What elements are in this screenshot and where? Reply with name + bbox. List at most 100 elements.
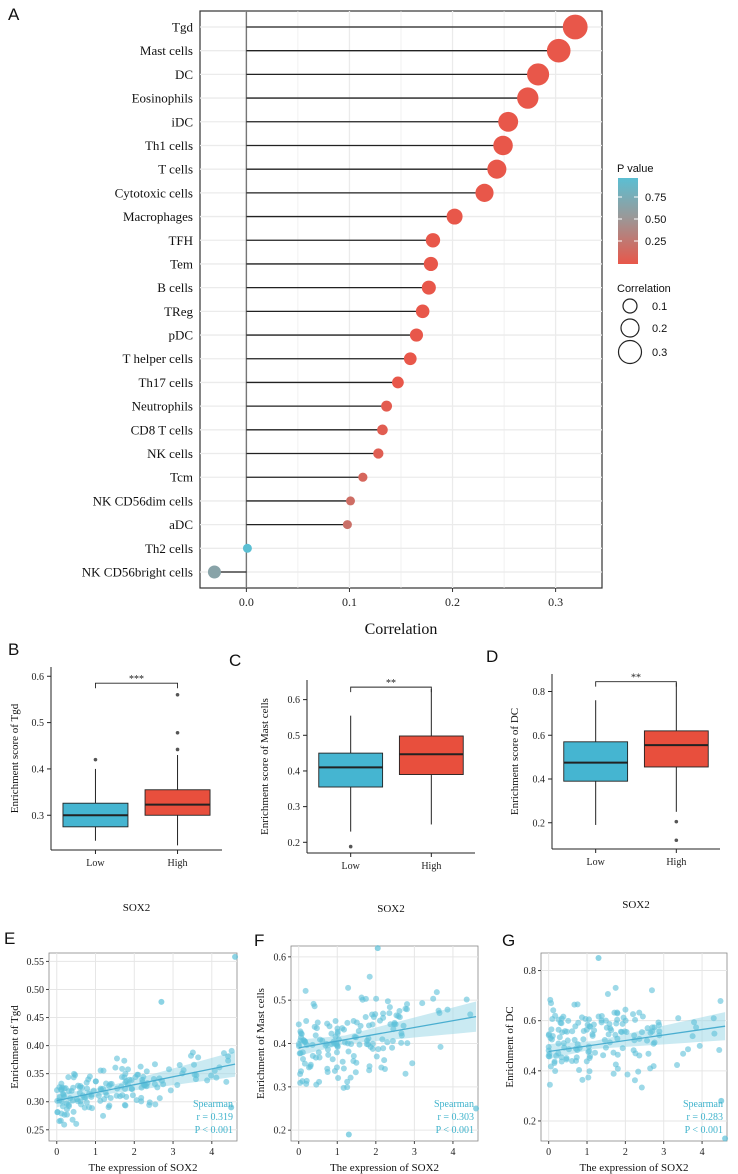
category-label: Th17 cells xyxy=(138,375,193,390)
stat-annotation: P < 0.001 xyxy=(195,1125,233,1136)
data-point xyxy=(565,1017,572,1024)
lollipop-dot xyxy=(342,520,352,530)
data-point xyxy=(176,1061,183,1068)
data-point xyxy=(325,1051,332,1058)
data-point xyxy=(398,1030,405,1037)
data-point xyxy=(314,1019,321,1026)
data-point xyxy=(583,1058,590,1065)
y-tick-label: 0.5 xyxy=(32,718,45,729)
data-point xyxy=(58,1110,65,1117)
data-point xyxy=(313,1025,320,1032)
data-point xyxy=(315,1049,322,1056)
y-tick-label: 0.2 xyxy=(533,818,546,829)
data-point xyxy=(400,1022,407,1029)
category-label: Th2 cells xyxy=(145,541,193,556)
data-point xyxy=(621,1028,628,1035)
data-point xyxy=(72,1071,79,1078)
x-tick-label: High xyxy=(666,857,686,868)
data-point xyxy=(546,1081,553,1088)
outlier-point xyxy=(93,757,98,762)
outlier-point xyxy=(348,844,353,849)
data-point xyxy=(366,1022,373,1029)
significance-bracket xyxy=(595,681,677,687)
data-point xyxy=(310,1000,317,1007)
data-point xyxy=(309,1052,316,1059)
data-point xyxy=(395,1013,402,1020)
data-point xyxy=(344,1040,351,1047)
data-point xyxy=(358,994,365,1001)
box-low xyxy=(318,752,384,788)
data-point xyxy=(624,1071,631,1078)
y-tick-label: 0.5 xyxy=(288,731,301,742)
y-tick-label: 0.40 xyxy=(27,1041,45,1052)
data-point xyxy=(123,1077,130,1084)
data-point xyxy=(619,1045,626,1052)
data-point xyxy=(638,1084,645,1091)
outlier-point xyxy=(674,838,679,843)
data-point xyxy=(589,1031,596,1038)
data-point xyxy=(340,1065,347,1072)
data-point xyxy=(143,1068,150,1075)
data-point xyxy=(106,1102,113,1109)
data-point xyxy=(307,1063,314,1070)
data-point xyxy=(85,1076,92,1083)
data-point xyxy=(326,1023,333,1030)
lollipop-dot xyxy=(425,233,441,248)
panel-a-lollipop-chart: Tgd Mast cells DC Eosinophils iDC Th1 cells T … xyxy=(82,10,603,638)
data-point xyxy=(339,1025,346,1032)
data-point xyxy=(73,1120,80,1127)
x-axis-title: The expression of SOX2 xyxy=(330,1162,439,1174)
size-legend-label: 0.3 xyxy=(652,347,667,359)
data-point xyxy=(601,1037,608,1044)
data-point xyxy=(113,1055,120,1062)
data-point xyxy=(303,1077,310,1084)
data-point xyxy=(344,1019,351,1026)
pvalue-legend-title: P value xyxy=(617,163,654,175)
size-legend-label: 0.2 xyxy=(652,323,667,335)
data-point xyxy=(586,1068,593,1075)
y-tick-label: 0.25 xyxy=(27,1125,45,1136)
data-point xyxy=(373,1053,380,1060)
data-point xyxy=(604,991,611,998)
panel-a-legend: P value 0.75 0.50 0.25 Correlation 0.1 0.2 0.3 xyxy=(617,163,671,365)
lollipop-dot xyxy=(409,328,424,342)
x-tick-label: 3 xyxy=(661,1147,666,1158)
x-tick-label: 0 xyxy=(54,1147,59,1158)
stat-annotation: P < 0.001 xyxy=(436,1125,474,1136)
data-point xyxy=(158,998,165,1005)
data-point xyxy=(58,1087,65,1094)
data-point xyxy=(374,945,381,952)
x-tick-label: 3 xyxy=(171,1147,176,1158)
data-point xyxy=(138,1098,145,1105)
data-point xyxy=(722,1135,729,1142)
data-point xyxy=(585,1048,592,1055)
y-tick-label: 0.3 xyxy=(288,802,301,813)
significance-label: ** xyxy=(386,678,396,689)
significance-label: *** xyxy=(129,674,144,685)
data-point xyxy=(81,1104,88,1111)
data-point xyxy=(103,1092,110,1099)
data-point xyxy=(636,1052,643,1059)
y-axis-title: Enrichment score of DC xyxy=(509,708,521,815)
data-point xyxy=(77,1083,84,1090)
category-label: Tcm xyxy=(170,470,193,485)
data-point xyxy=(180,1067,187,1074)
data-point xyxy=(631,1032,638,1039)
data-point xyxy=(129,1092,136,1099)
stat-annotation: Spearman xyxy=(434,1099,474,1110)
x-tick-label: Low xyxy=(342,861,361,872)
panel-label-a: A xyxy=(8,5,20,24)
data-point xyxy=(603,1024,610,1031)
data-point xyxy=(444,1006,451,1013)
lollipop-dot xyxy=(207,565,221,579)
data-point xyxy=(685,1046,692,1053)
data-point xyxy=(571,1036,578,1043)
data-point xyxy=(402,1070,409,1077)
x-axis-title: The expression of SOX2 xyxy=(579,1162,688,1174)
lollipop-dot xyxy=(242,543,252,553)
data-point xyxy=(622,1006,629,1013)
data-point xyxy=(612,984,619,991)
data-point xyxy=(614,1065,621,1072)
y-tick-label: 0.4 xyxy=(288,766,301,777)
data-point xyxy=(333,1049,340,1056)
